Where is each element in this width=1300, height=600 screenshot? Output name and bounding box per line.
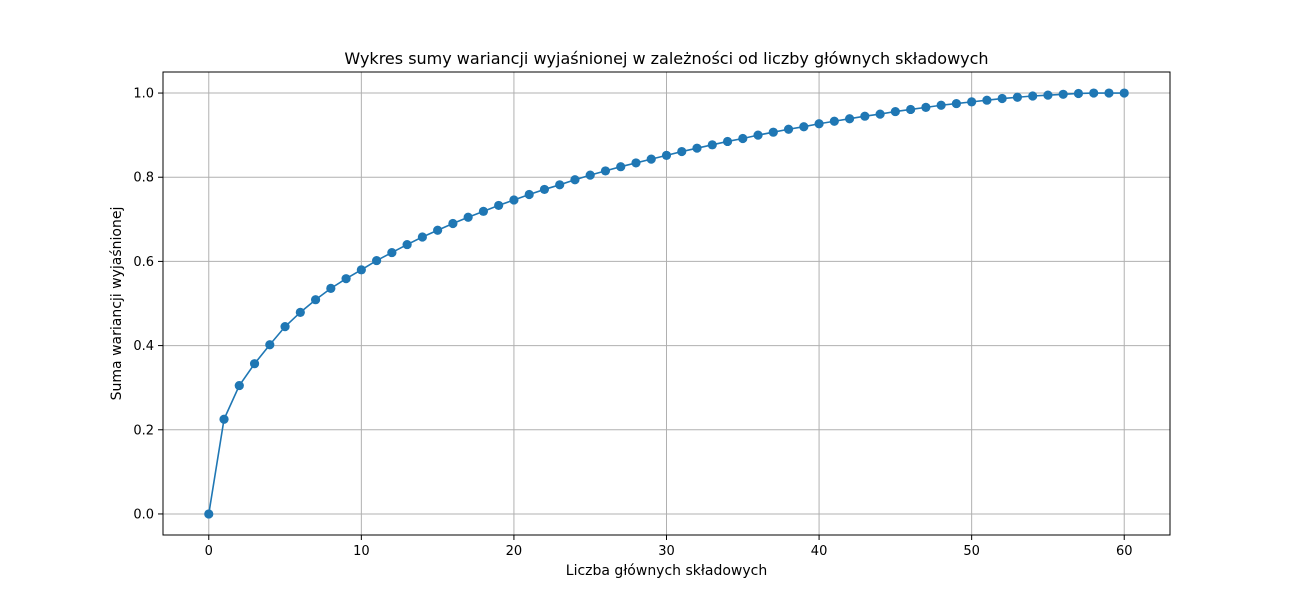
- data-point: [463, 212, 473, 222]
- data-point: [631, 158, 641, 168]
- data-point: [509, 195, 519, 205]
- data-point: [555, 180, 565, 190]
- y-tick-label: 0.4: [133, 339, 154, 354]
- data-point: [448, 218, 458, 229]
- data-point: [402, 239, 412, 250]
- data-point: [646, 154, 656, 164]
- data-point: [753, 130, 763, 140]
- x-tick-label: 20: [506, 544, 523, 559]
- x-tick-label: 30: [658, 544, 675, 559]
- data-point: [844, 114, 855, 124]
- data-point: [387, 247, 397, 258]
- x-tick-label: 50: [963, 544, 980, 559]
- data-point: [326, 283, 336, 293]
- data-point: [1089, 88, 1099, 98]
- data-point: [616, 162, 626, 172]
- data-point: [295, 307, 305, 317]
- data-point: [875, 109, 885, 119]
- data-point: [997, 93, 1007, 104]
- data-point: [936, 100, 946, 110]
- y-tick-label: 0.2: [133, 423, 154, 438]
- data-point: [722, 136, 733, 147]
- data-point: [1073, 88, 1084, 99]
- data-point: [585, 170, 595, 180]
- data-point: [433, 225, 443, 235]
- data-point: [951, 98, 961, 109]
- data-point: [356, 265, 366, 275]
- data-point: [890, 106, 900, 117]
- data-point: [738, 133, 748, 144]
- data-point: [249, 359, 260, 369]
- data-point: [1058, 89, 1068, 99]
- data-point: [234, 380, 244, 391]
- data-point: [906, 104, 916, 115]
- x-tick-label: 10: [353, 544, 370, 559]
- data-point: [478, 206, 489, 216]
- data-point: [860, 111, 870, 121]
- data-point: [310, 295, 321, 305]
- data-point: [921, 102, 931, 112]
- data-point: [1012, 92, 1023, 102]
- data-point: [1028, 91, 1038, 101]
- data-point: [677, 146, 687, 157]
- data-point: [204, 509, 214, 519]
- x-tick-label: 40: [811, 544, 828, 559]
- data-point: [341, 274, 351, 284]
- x-tick-label: 0: [205, 544, 213, 559]
- chart-title: Wykres sumy wariancji wyjaśnionej w zale…: [344, 49, 988, 68]
- y-tick-label: 0.0: [133, 507, 154, 522]
- y-tick-label: 1.0: [133, 87, 154, 102]
- data-point: [280, 322, 290, 332]
- data-point: [1104, 88, 1114, 98]
- y-tick-label: 0.8: [133, 171, 154, 186]
- grid-lines: [163, 72, 1170, 535]
- data-point: [829, 116, 839, 126]
- y-axis-ticks: 0.0 0.2 0.4 0.6 0.8 1.0: [133, 87, 163, 522]
- data-point: [539, 184, 550, 195]
- data-point: [600, 166, 611, 176]
- x-axis-ticks: 0 10 20 30 40 50 60: [205, 535, 1133, 559]
- data-point: [417, 232, 427, 242]
- data-point: [1043, 90, 1053, 100]
- y-axis-label: Suma wariancji wyjaśnionej: [109, 207, 125, 401]
- y-tick-label: 0.6: [133, 255, 154, 270]
- data-point: [219, 414, 229, 424]
- data-point: [982, 95, 992, 105]
- data-point: [799, 122, 809, 132]
- data-point: [768, 127, 778, 137]
- data-point: [265, 340, 275, 350]
- data-point: [967, 97, 977, 107]
- data-point: [814, 119, 824, 129]
- data-point: [661, 150, 672, 160]
- data-point: [707, 140, 717, 150]
- x-tick-label: 60: [1116, 544, 1133, 559]
- data-point: [372, 255, 382, 266]
- data-point: [692, 143, 702, 153]
- data-point: [783, 124, 794, 134]
- data-point: [570, 175, 580, 185]
- x-axis-label: Liczba głównych składowych: [566, 563, 767, 579]
- data-point: [524, 189, 534, 200]
- data-point: [494, 200, 504, 211]
- data-point: [1119, 88, 1129, 98]
- data-series: [204, 88, 1129, 519]
